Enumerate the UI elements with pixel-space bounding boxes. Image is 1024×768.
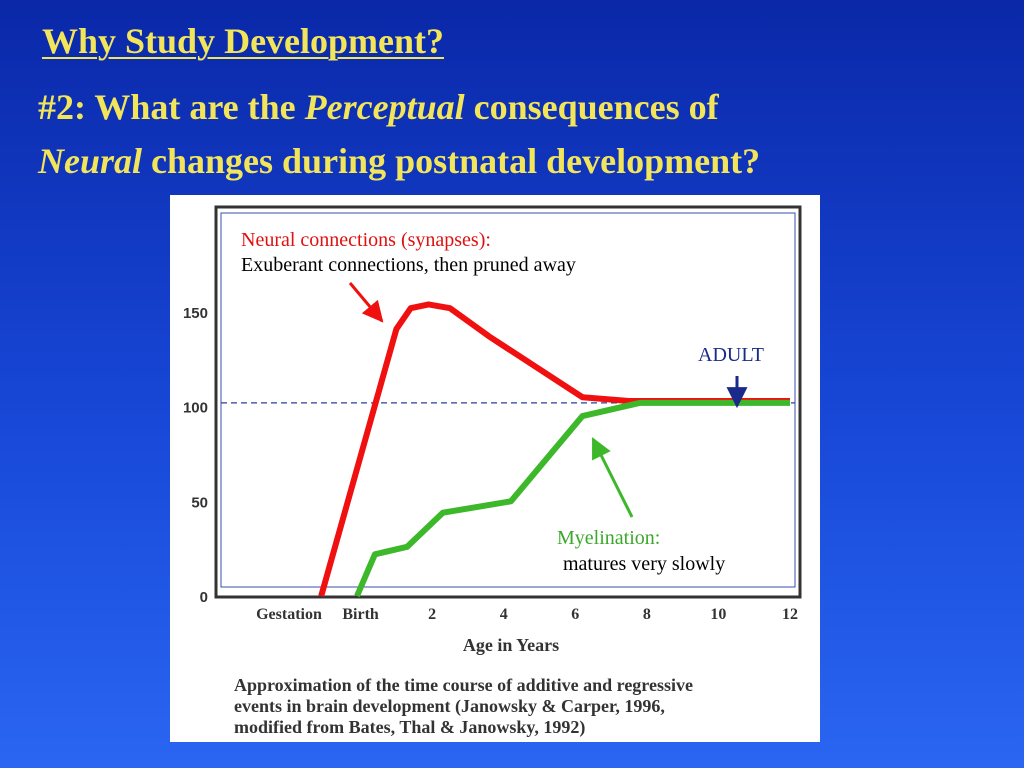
question-part-5: changes during postnatal development? xyxy=(142,141,761,181)
brain-development-figure: 0 50 100 150 Gestation Birth 2 4 6 8 10 12 Age in Y… xyxy=(170,195,820,742)
y-tick-label: 50 xyxy=(191,494,208,511)
neural-series-description: Exuberant connections, then pruned away xyxy=(241,254,576,276)
caption-line-3: modified from Bates, Thal & Janowsky, 19… xyxy=(234,717,585,738)
x-tick-label: 10 xyxy=(710,606,726,623)
adult-label: ADULT xyxy=(698,344,764,366)
x-tick-label: Birth xyxy=(342,606,379,623)
question-part-neural: Neural xyxy=(38,141,143,181)
x-tick-label: 6 xyxy=(571,606,579,623)
neural-annotation-arrow xyxy=(348,282,384,323)
y-tick-label: 0 xyxy=(200,589,208,606)
myelination-series-label: Myelination: xyxy=(557,527,660,549)
x-tick-label: 2 xyxy=(428,606,436,623)
x-tick-label: 4 xyxy=(500,606,508,623)
caption-line-2: events in brain development (Janowsky & … xyxy=(234,696,665,717)
slide-question: #2: What are the Perceptual consequences… xyxy=(38,80,998,188)
question-part-3: consequences of xyxy=(464,87,719,127)
slide-title: Why Study Development? xyxy=(42,21,445,61)
development-chart: 0 50 100 150 Gestation Birth 2 4 6 8 10 12 Age in Y… xyxy=(183,205,802,738)
y-tick-label: 150 xyxy=(183,305,208,322)
myelination-annotation-arrow xyxy=(591,437,634,518)
neural-connections-line xyxy=(318,301,790,597)
plot-frame-outer xyxy=(214,205,802,599)
plot-frame-inner xyxy=(220,212,796,588)
x-tick-label: Gestation xyxy=(256,606,322,623)
x-tick-label: 12 xyxy=(782,606,798,623)
y-tick-label: 100 xyxy=(183,400,208,417)
myelination-series-description: matures very slowly xyxy=(563,553,725,575)
x-axis-label: Age in Years xyxy=(463,635,559,655)
x-tick-label: 8 xyxy=(643,606,651,623)
question-part-perceptual: Perceptual xyxy=(304,87,465,127)
caption-line-1: Approximation of the time course of addi… xyxy=(234,675,693,695)
question-part-1: #2: What are the xyxy=(38,87,305,127)
neural-series-label: Neural connections (synapses): xyxy=(241,229,491,251)
myelination-line xyxy=(354,399,790,598)
